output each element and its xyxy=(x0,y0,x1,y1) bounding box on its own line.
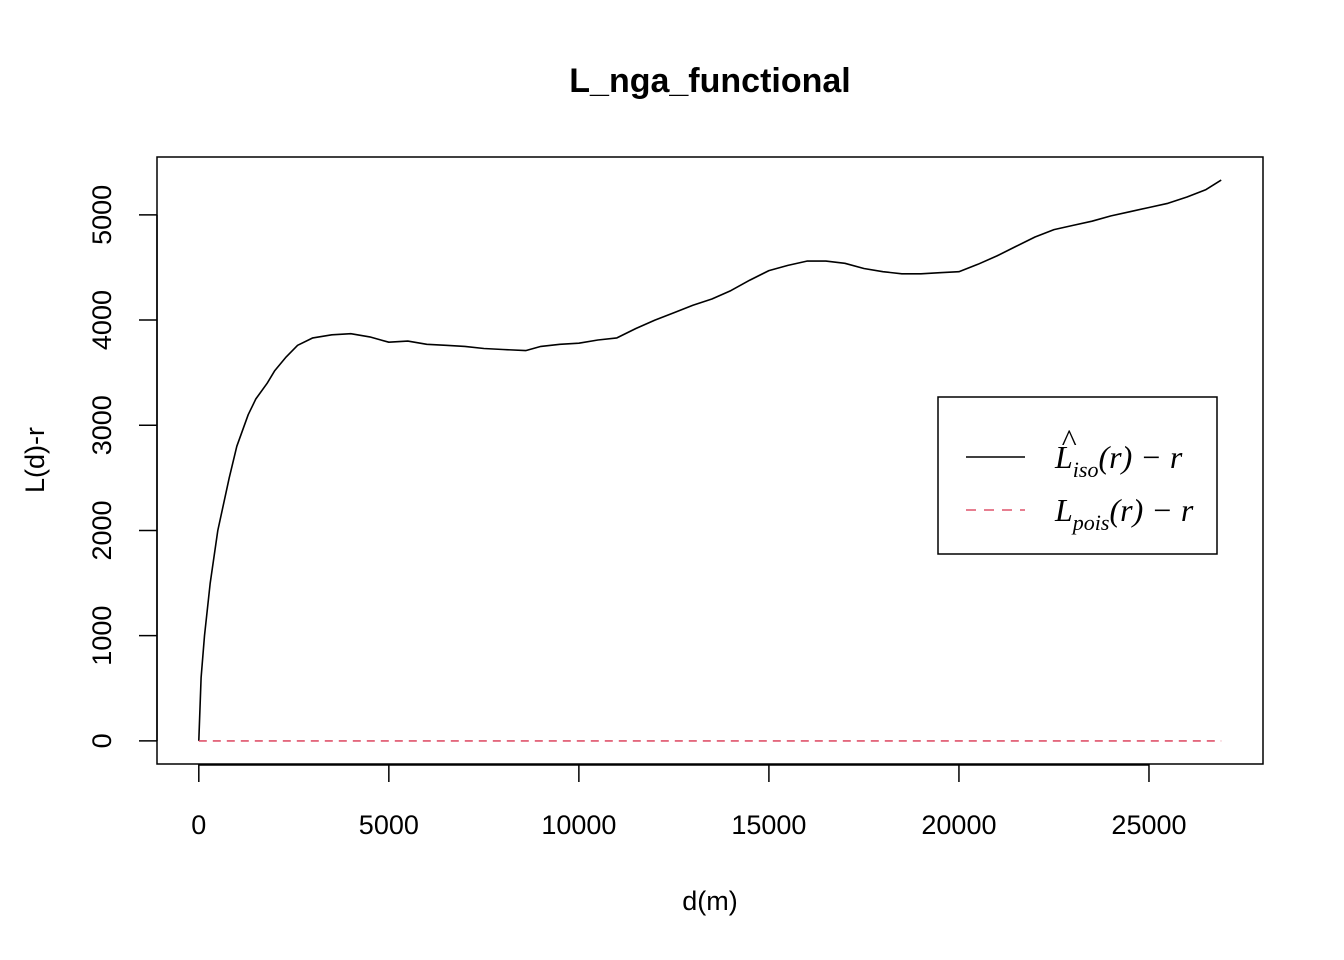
series-layer xyxy=(198,179,1222,742)
legend-label-0: Liso(r) − r xyxy=(1054,439,1183,482)
x-tick-label: 5000 xyxy=(359,810,419,840)
legend: Liso(r) − r^ Lpois(r) − r xyxy=(937,396,1218,555)
x-tick-label: 20000 xyxy=(921,810,996,840)
legend-label-1: Lpois(r) − r xyxy=(1054,492,1194,535)
x-axis: 0 5000 10000 15000 20000 25000 xyxy=(191,764,1187,840)
y-tick-label: 0 xyxy=(87,733,117,748)
y-axis-label: L(d)-r xyxy=(20,427,50,493)
x-axis-label: d(m) xyxy=(682,886,738,916)
x-tick-label: 0 xyxy=(191,810,206,840)
series-line-0 xyxy=(198,179,1222,741)
chart-title: L_nga_functional xyxy=(569,62,850,100)
y-tick-label: 2000 xyxy=(87,500,117,560)
y-tick-label: 5000 xyxy=(87,185,117,245)
y-axis: 0 1000 2000 3000 4000 5000 xyxy=(87,185,158,748)
x-tick-label: 10000 xyxy=(541,810,616,840)
legend-hat: ^ xyxy=(1061,422,1077,458)
legend-box xyxy=(937,396,1218,555)
x-tick-label: 15000 xyxy=(731,810,806,840)
y-tick-label: 3000 xyxy=(87,395,117,455)
x-tick-label: 25000 xyxy=(1111,810,1186,840)
y-tick-label: 1000 xyxy=(87,606,117,666)
y-tick-label: 4000 xyxy=(87,290,117,350)
